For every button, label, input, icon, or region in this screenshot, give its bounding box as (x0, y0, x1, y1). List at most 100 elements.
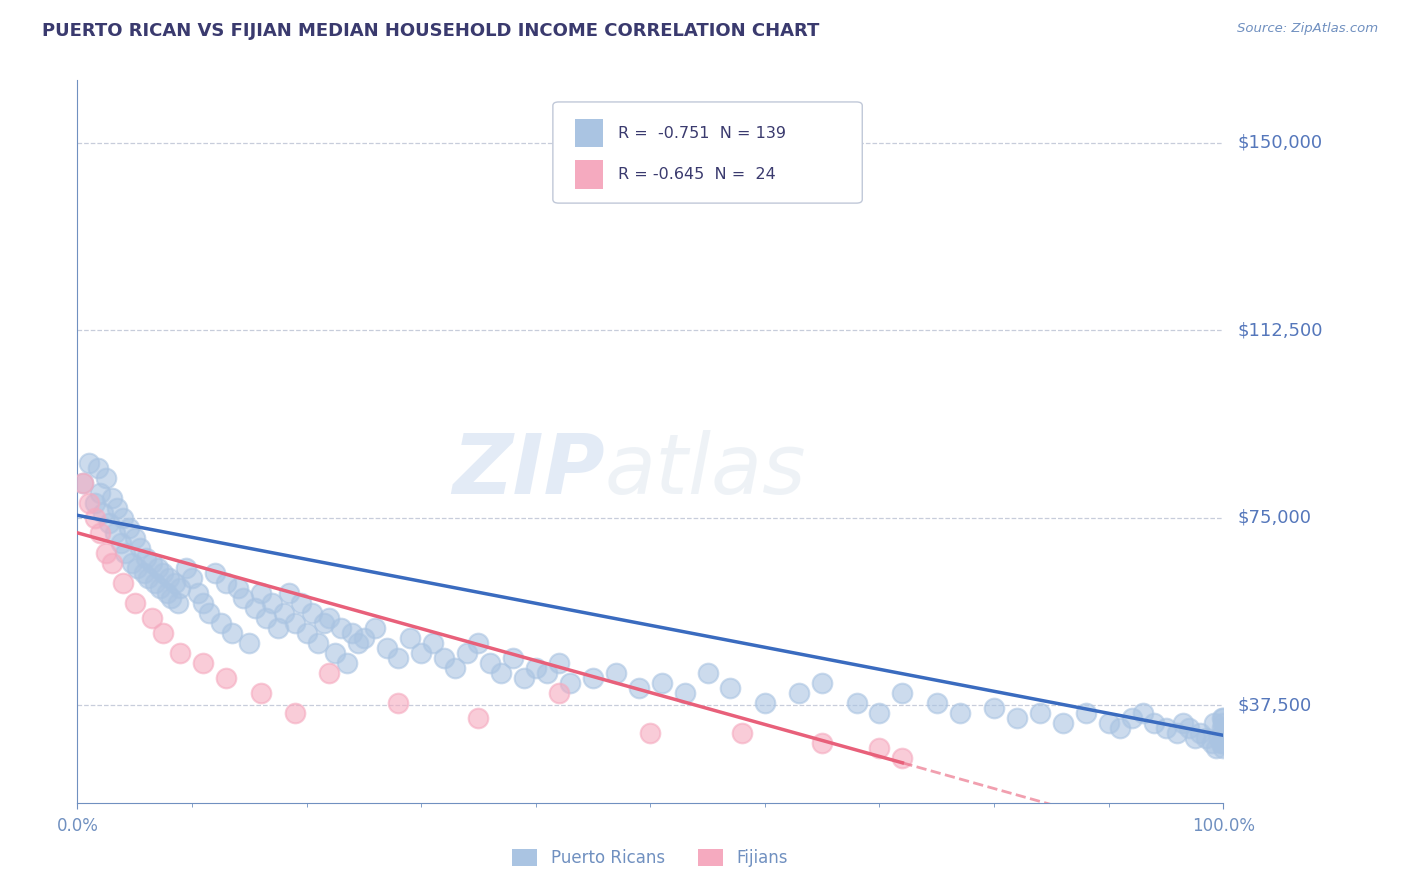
Point (238, 636, 260, 650)
Point (329, 621, 352, 635)
Point (467, 711, 489, 725)
Point (100, 491, 122, 505)
Point (284, 706, 307, 720)
Point (1074, 706, 1097, 720)
Point (209, 615, 232, 630)
Point (536, 665, 558, 680)
Point (267, 621, 290, 635)
Point (1109, 721, 1132, 735)
Point (141, 556, 163, 570)
Text: $150,000: $150,000 (1237, 134, 1322, 152)
Point (347, 636, 370, 650)
Point (104, 525, 127, 540)
Point (1202, 715, 1225, 730)
Point (193, 596, 215, 610)
Point (1212, 715, 1234, 730)
Point (1212, 711, 1234, 725)
Point (89, 525, 111, 540)
Point (983, 700, 1005, 714)
Text: Source: ZipAtlas.com: Source: ZipAtlas.com (1237, 22, 1378, 36)
Point (118, 521, 141, 535)
Point (605, 665, 627, 680)
Point (1052, 715, 1074, 730)
Point (318, 611, 340, 625)
Point (226, 581, 249, 595)
Point (1205, 740, 1227, 755)
Point (524, 661, 547, 675)
Bar (575, 160, 603, 189)
Point (787, 686, 810, 700)
Point (1195, 731, 1218, 745)
Point (1212, 736, 1234, 750)
Point (254, 611, 277, 625)
Point (249, 586, 271, 600)
Point (307, 636, 329, 650)
Point (1098, 715, 1121, 730)
Point (156, 586, 179, 600)
Point (1029, 706, 1052, 720)
Point (1121, 711, 1143, 725)
Point (1211, 721, 1233, 735)
Point (731, 726, 754, 740)
Point (138, 571, 160, 585)
Point (651, 675, 673, 690)
Point (114, 546, 136, 560)
Point (77, 496, 100, 510)
Point (1209, 736, 1232, 750)
Point (547, 686, 569, 700)
Point (180, 571, 204, 585)
Point (478, 656, 501, 670)
Point (169, 646, 191, 660)
Point (891, 751, 914, 765)
Point (243, 600, 266, 615)
Point (112, 575, 135, 590)
Text: $75,000: $75,000 (1237, 508, 1312, 527)
Point (312, 615, 335, 630)
Point (112, 510, 135, 524)
Point (1132, 706, 1154, 720)
Point (640, 726, 662, 740)
Text: R = -0.645  N =  24: R = -0.645 N = 24 (619, 167, 776, 182)
Point (1212, 740, 1234, 755)
Point (278, 586, 301, 600)
Point (1184, 731, 1206, 745)
Point (513, 671, 536, 685)
Point (174, 561, 197, 575)
Point (342, 625, 364, 640)
Point (502, 650, 524, 665)
Point (100, 556, 122, 570)
Point (135, 550, 157, 565)
Text: PUERTO RICAN VS FIJIAN MEDIAN HOUSEHOLD INCOME CORRELATION CHART: PUERTO RICAN VS FIJIAN MEDIAN HOUSEHOLD … (42, 22, 820, 40)
Point (1211, 731, 1233, 745)
Point (273, 606, 295, 620)
Point (456, 646, 478, 660)
Point (353, 631, 375, 645)
Point (157, 571, 180, 585)
Point (433, 650, 456, 665)
Point (215, 671, 238, 685)
Point (169, 581, 191, 595)
Bar (575, 119, 603, 147)
FancyBboxPatch shape (553, 102, 862, 203)
Point (132, 566, 155, 580)
Point (1166, 726, 1188, 740)
Point (295, 625, 318, 640)
Text: $37,500: $37,500 (1237, 697, 1312, 714)
Point (149, 581, 172, 595)
Point (110, 536, 132, 550)
Point (1208, 731, 1230, 745)
Point (83, 510, 105, 524)
Point (301, 606, 323, 620)
Point (152, 566, 174, 580)
Point (1211, 711, 1233, 725)
Point (193, 656, 215, 670)
Point (925, 696, 948, 710)
Point (98, 516, 121, 530)
Point (336, 656, 359, 670)
Point (891, 686, 914, 700)
Point (198, 606, 221, 620)
Point (318, 665, 340, 680)
Point (364, 621, 387, 635)
Point (673, 686, 696, 700)
Point (811, 675, 834, 690)
